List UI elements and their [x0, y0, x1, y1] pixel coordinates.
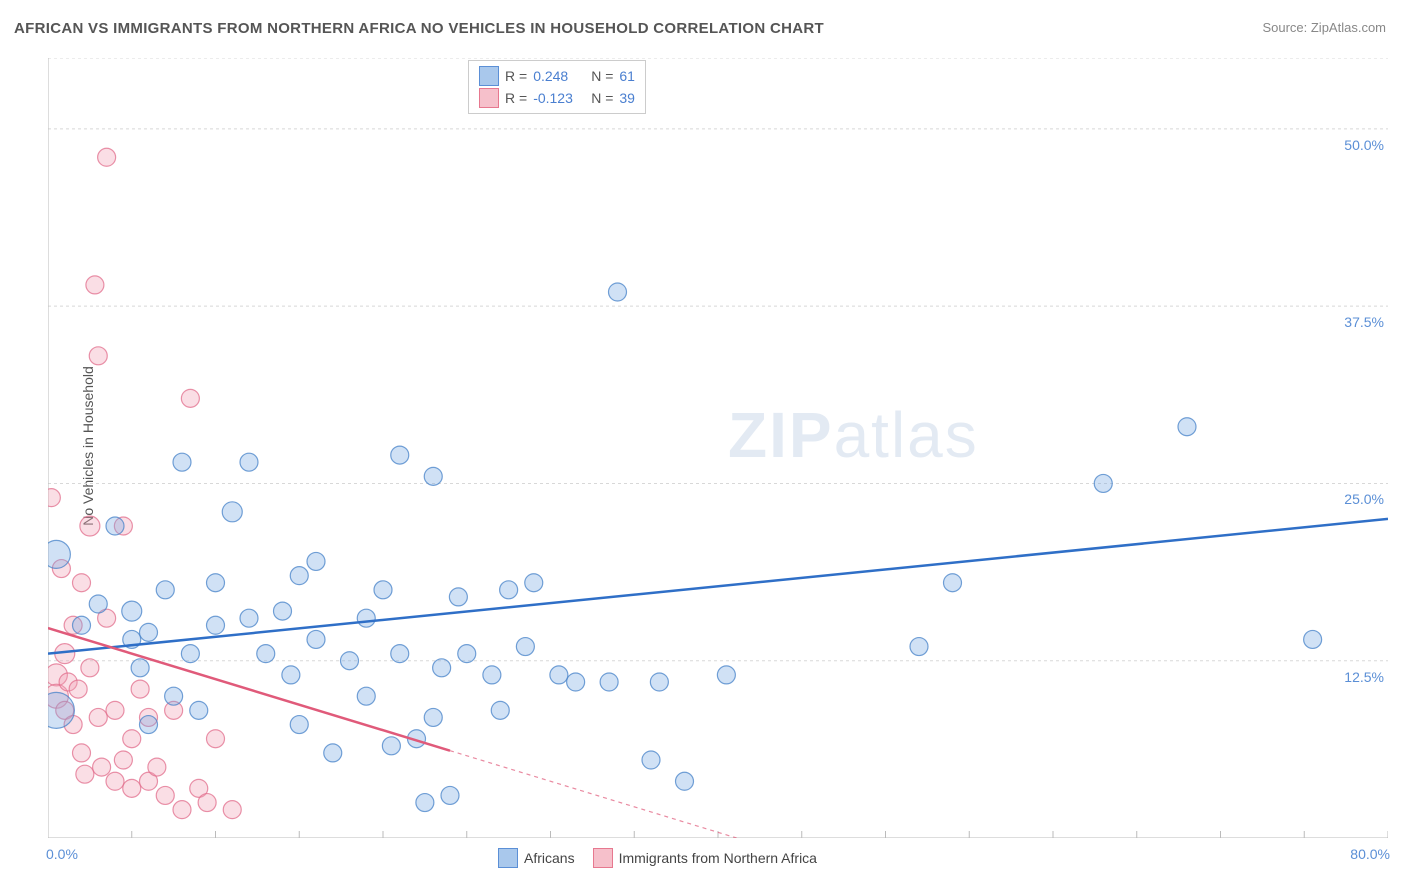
y-tick-label: 37.5%: [1344, 314, 1384, 330]
chart-title: AFRICAN VS IMMIGRANTS FROM NORTHERN AFRI…: [14, 20, 824, 37]
y-tick-label: 25.0%: [1344, 491, 1384, 507]
legend-series-item: Africans: [498, 848, 575, 868]
legend-series-label: Africans: [524, 850, 575, 866]
y-tick-label: 12.5%: [1344, 669, 1384, 685]
legend-series-item: Immigrants from Northern Africa: [593, 848, 817, 868]
legend-correlation-row: R = -0.123 N = 39: [479, 87, 635, 109]
plot-area: ZIPatlas R = 0.248 N = 61 R = -0.123 N =…: [48, 58, 1388, 838]
legend-swatch: [479, 66, 499, 86]
x-axis-max-label: 80.0%: [1350, 846, 1390, 862]
legend-correlation: R = 0.248 N = 61 R = -0.123 N = 39: [468, 60, 646, 114]
legend-swatch: [593, 848, 613, 868]
chart-container: AFRICAN VS IMMIGRANTS FROM NORTHERN AFRI…: [0, 0, 1406, 892]
legend-series-label: Immigrants from Northern Africa: [619, 850, 817, 866]
legend-correlation-row: R = 0.248 N = 61: [479, 65, 635, 87]
source-citation: Source: ZipAtlas.com: [1262, 20, 1386, 35]
plot-svg: [48, 58, 1388, 838]
legend-series: Africans Immigrants from Northern Africa: [498, 848, 817, 868]
y-tick-label: 50.0%: [1344, 137, 1384, 153]
legend-swatch: [498, 848, 518, 868]
legend-swatch: [479, 88, 499, 108]
x-axis-min-label: 0.0%: [46, 846, 78, 862]
